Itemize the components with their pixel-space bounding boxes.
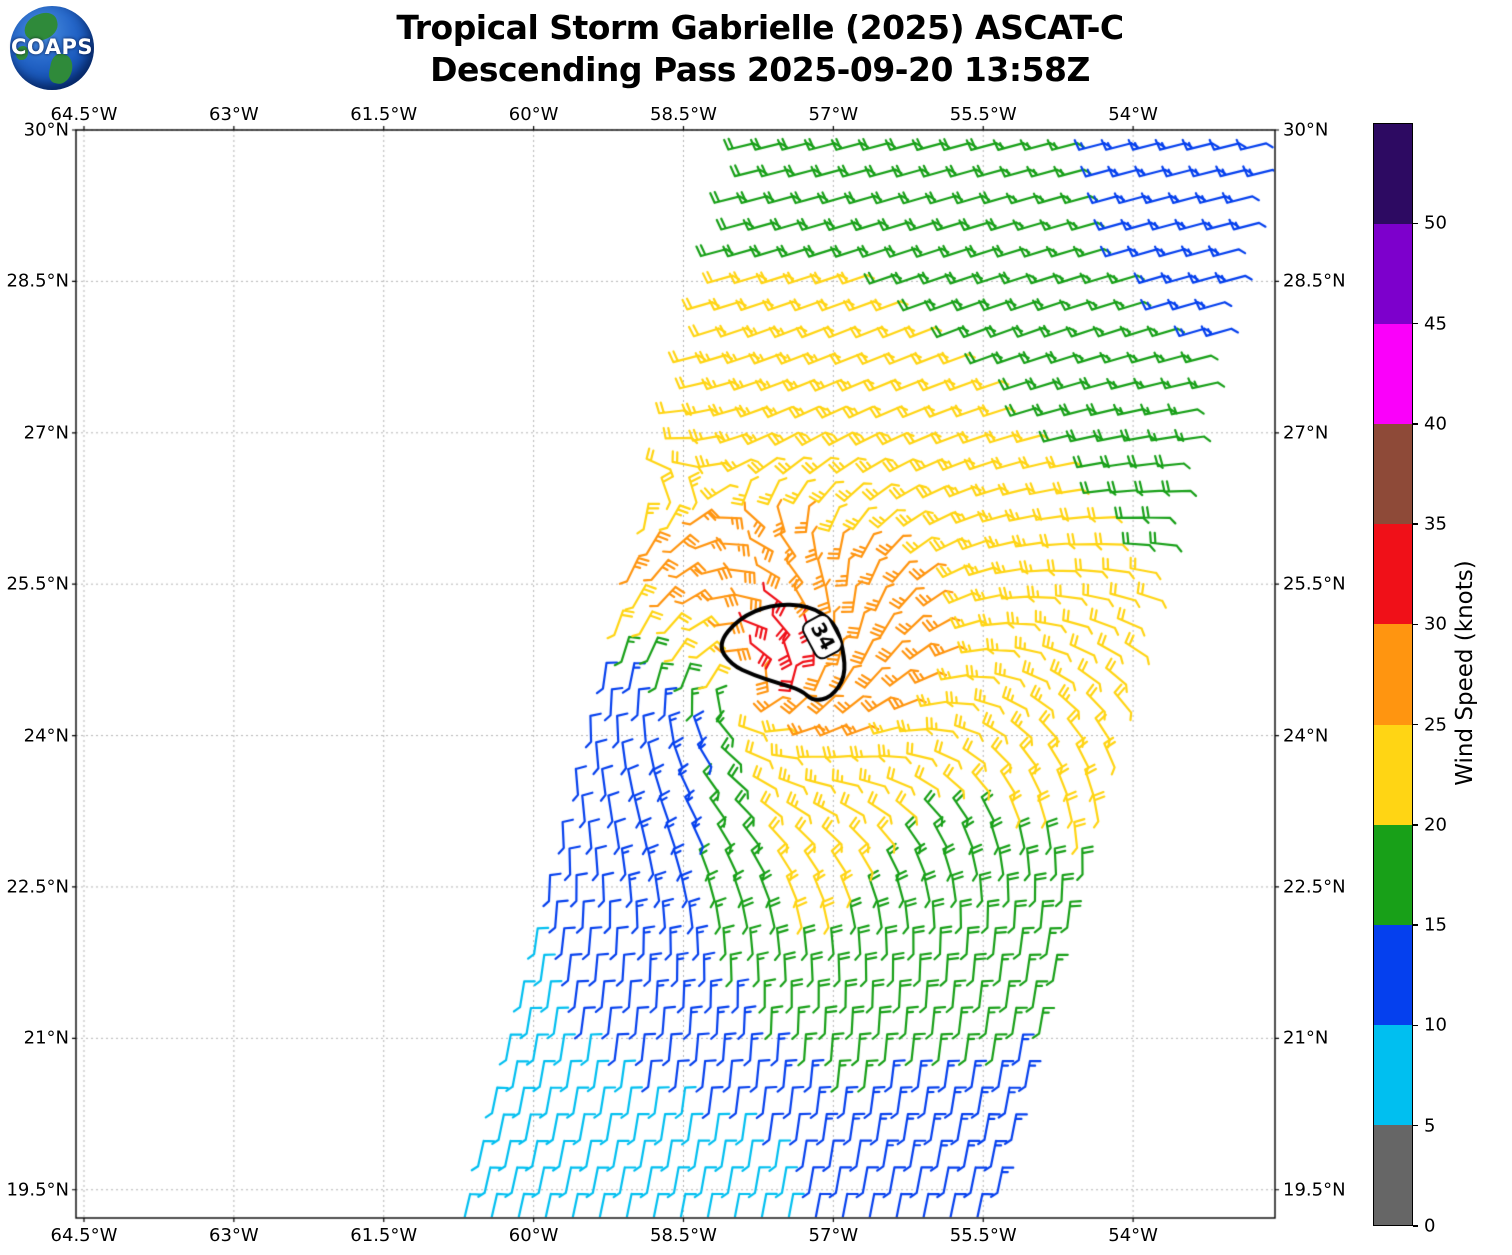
x-tick-label-top: 55.5°W	[949, 104, 1017, 125]
x-tick-label-top: 60°W	[508, 104, 559, 125]
colorbar-segment	[1374, 424, 1412, 525]
y-tick-label-right: 25.5°N	[1283, 573, 1346, 595]
x-tick-label-bottom: 55.5°W	[949, 1225, 1017, 1246]
colorbar-segment	[1374, 324, 1412, 425]
colorbar-axis-label: Wind Speed (knots)	[1452, 559, 1478, 786]
x-tick-label-top: 63°W	[209, 104, 259, 125]
colorbar-segment	[1374, 1124, 1412, 1226]
x-tick-label-bottom: 54°W	[1108, 1225, 1158, 1246]
colorbar-tick	[1413, 322, 1418, 325]
x-tick-label-bottom: 63°W	[209, 1225, 259, 1246]
colorbar-segment	[1374, 224, 1412, 325]
colorbar-tick-label: 0	[1424, 1215, 1436, 1237]
y-tick-label-left: 30°N	[23, 119, 69, 141]
colorbar-segment	[1374, 824, 1412, 925]
colorbar-segment	[1374, 524, 1412, 625]
colorbar-tick	[1413, 1024, 1418, 1027]
y-tick-label-right: 21°N	[1283, 1027, 1329, 1049]
colorbar-tick	[1413, 423, 1418, 425]
y-tick-label-left: 21°N	[23, 1027, 69, 1049]
y-tick-label-left: 27°N	[23, 422, 69, 444]
y-tick-label-left: 25.5°N	[6, 573, 69, 595]
y-tick-label-right: 22.5°N	[1283, 876, 1346, 898]
x-tick-label-top: 57°W	[808, 104, 859, 125]
y-tick-label-left: 22.5°N	[6, 876, 69, 898]
x-tick-label-bottom: 64.5°W	[50, 1225, 118, 1246]
coaps-logo: COAPS	[10, 6, 94, 90]
chart-title: Tropical Storm Gabrielle (2025) ASCAT-C	[396, 8, 1124, 47]
colorbar-tick-label: 20	[1424, 814, 1447, 836]
colorbar-segment	[1374, 1024, 1412, 1125]
colorbar-tick	[1413, 222, 1418, 224]
colorbar-tick-label: 50	[1424, 212, 1447, 234]
y-tick-label-right: 24°N	[1283, 725, 1329, 747]
coaps-logo-text: COAPS	[11, 35, 93, 59]
y-tick-label-right: 28.5°N	[1283, 270, 1346, 292]
x-tick-label-top: 64.5°W	[50, 104, 118, 125]
colorbar-segment	[1374, 724, 1412, 825]
x-tick-label-top: 54°W	[1108, 104, 1158, 125]
x-tick-label-bottom: 61.5°W	[350, 1225, 418, 1246]
y-tick-label-left: 28.5°N	[6, 270, 69, 292]
colorbar-tick	[1413, 1225, 1418, 1227]
colorbar-tick	[1413, 523, 1418, 525]
y-tick-label-right: 30°N	[1283, 119, 1329, 141]
chart-subtitle: Descending Pass 2025-09-20 13:58Z	[430, 50, 1090, 89]
colorbar-segment	[1374, 924, 1412, 1025]
colorbar-tick-label: 45	[1424, 313, 1447, 335]
colorbar-tick	[1413, 623, 1418, 626]
globe-continent	[16, 46, 28, 60]
colorbar-tick-label: 25	[1424, 714, 1447, 736]
colorbar-tick	[1413, 924, 1418, 926]
x-tick-label-top: 61.5°W	[350, 104, 418, 125]
y-tick-label-left: 24°N	[23, 725, 69, 747]
colorbar-tick-label: 40	[1424, 413, 1447, 435]
colorbar-tick	[1413, 824, 1418, 826]
colorbar-segment	[1374, 124, 1412, 225]
x-tick-label-bottom: 58.5°W	[650, 1225, 717, 1246]
x-tick-label-bottom: 60°W	[508, 1225, 559, 1246]
colorbar-tick	[1413, 1125, 1418, 1127]
x-tick-label-top: 58.5°W	[650, 104, 717, 125]
colorbar-tick-label: 30	[1424, 613, 1447, 635]
colorbar-tick-label: 35	[1424, 513, 1447, 535]
colorbar-tick-label: 5	[1424, 1115, 1436, 1137]
colorbar-tick-label: 15	[1424, 914, 1447, 936]
colorbar-tick	[1413, 723, 1418, 726]
colorbar-tick-label: 10	[1424, 1014, 1447, 1036]
colorbar-segment	[1374, 624, 1412, 725]
y-tick-label-left: 19.5°N	[6, 1179, 69, 1201]
colorbar	[1373, 123, 1413, 1226]
x-tick-label-bottom: 57°W	[808, 1225, 859, 1246]
y-tick-label-right: 27°N	[1283, 422, 1329, 444]
y-tick-label-right: 19.5°N	[1283, 1179, 1346, 1201]
